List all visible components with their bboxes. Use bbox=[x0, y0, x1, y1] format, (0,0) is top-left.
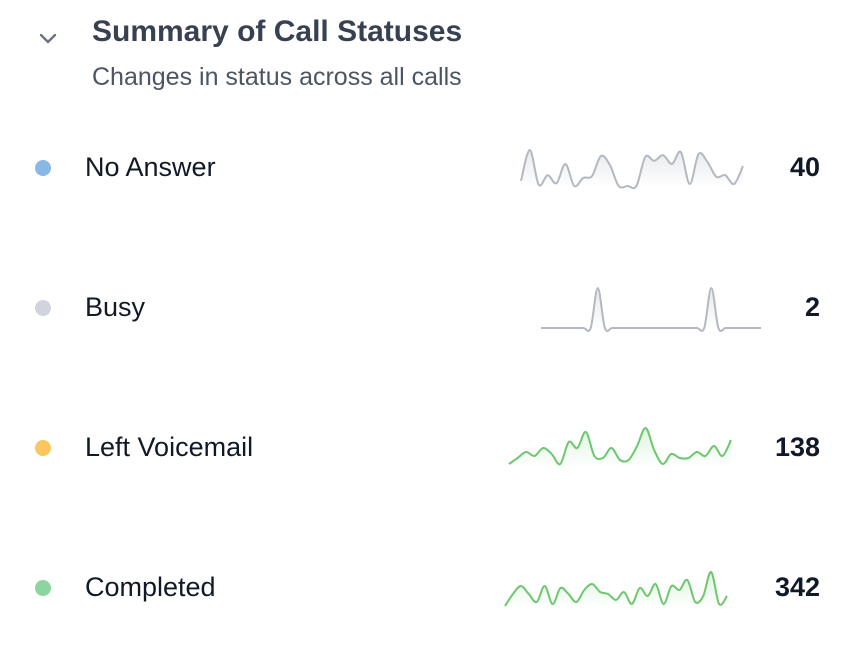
status-dot bbox=[35, 300, 51, 316]
status-dot bbox=[35, 580, 51, 596]
sparkline-area bbox=[509, 427, 731, 468]
status-row-busy: Busy 2 bbox=[0, 278, 856, 338]
sparkline-line bbox=[508, 427, 732, 466]
section-header: Summary of Call Statuses Changes in stat… bbox=[0, 0, 856, 110]
section-subtitle: Changes in status across all calls bbox=[92, 63, 462, 91]
status-sparkline bbox=[504, 570, 728, 608]
sparkline-area bbox=[521, 149, 743, 189]
status-row-completed: Completed 342 bbox=[0, 558, 856, 618]
sparkline-area bbox=[541, 288, 761, 331]
status-sparkline bbox=[520, 148, 744, 190]
status-dot bbox=[35, 160, 51, 176]
status-row-left-voicemail: Left Voicemail 138 bbox=[0, 418, 856, 478]
status-label: Completed bbox=[85, 572, 216, 602]
status-count: 138 bbox=[774, 432, 820, 462]
status-label: Left Voicemail bbox=[85, 432, 254, 462]
sparkline-line bbox=[541, 287, 761, 332]
status-count: 2 bbox=[804, 292, 820, 322]
sparkline-line bbox=[504, 570, 728, 607]
status-count: 40 bbox=[789, 152, 820, 182]
chevron-down-icon[interactable] bbox=[34, 24, 62, 52]
status-sparkline bbox=[508, 427, 732, 468]
status-row-no-answer: No Answer 40 bbox=[0, 138, 856, 198]
status-label: No Answer bbox=[85, 152, 216, 182]
section-title: Summary of Call Statuses bbox=[92, 15, 463, 48]
sparkline-line bbox=[520, 148, 744, 190]
status-label: Busy bbox=[85, 292, 146, 322]
status-dot bbox=[35, 440, 51, 456]
status-count: 342 bbox=[774, 572, 820, 602]
status-sparkline bbox=[541, 287, 761, 332]
sparkline-area bbox=[505, 571, 727, 608]
